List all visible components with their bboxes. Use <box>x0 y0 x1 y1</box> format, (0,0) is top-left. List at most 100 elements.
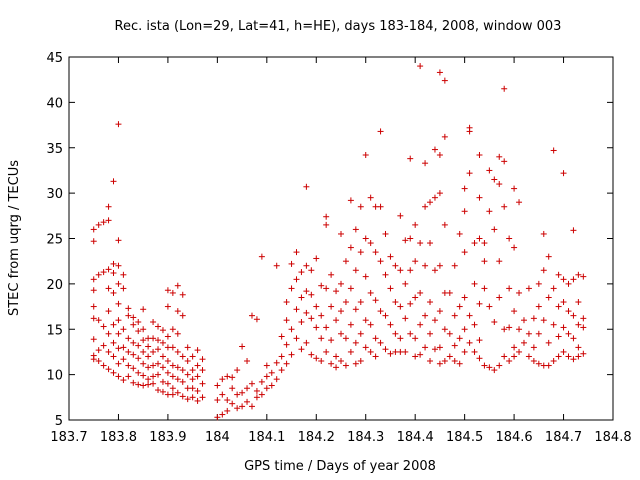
data-point <box>560 276 567 283</box>
data-point <box>115 373 122 380</box>
data-point <box>367 289 374 296</box>
data-point <box>110 353 117 360</box>
data-point <box>95 317 102 324</box>
data-point <box>293 249 300 256</box>
data-point <box>486 208 493 215</box>
data-point <box>338 280 344 287</box>
data-point <box>476 152 483 159</box>
data-point <box>471 240 478 247</box>
data-point <box>436 152 443 159</box>
y-tick-label: 5 <box>55 414 63 429</box>
data-point <box>150 348 157 355</box>
data-point <box>501 203 508 210</box>
data-point <box>357 249 364 256</box>
data-point <box>357 330 364 337</box>
data-point <box>214 397 221 404</box>
data-point <box>412 221 419 228</box>
data-point <box>110 339 117 346</box>
data-point <box>352 339 359 346</box>
data-point <box>273 262 280 269</box>
data-point <box>417 240 424 247</box>
x-tick-label: 184 <box>205 430 230 445</box>
data-point <box>412 353 419 360</box>
data-point <box>565 353 572 360</box>
x-tick-label: 183.7 <box>50 430 87 445</box>
data-point <box>520 339 527 346</box>
data-point <box>362 235 369 242</box>
data-point <box>155 387 162 394</box>
data-point <box>402 280 409 287</box>
data-point <box>466 128 473 135</box>
data-point <box>174 364 181 371</box>
data-point <box>392 299 399 306</box>
data-point <box>530 315 537 322</box>
data-point <box>174 330 181 337</box>
data-point <box>382 346 389 353</box>
y-tick-label: 20 <box>46 278 63 293</box>
chart-title: Rec. ista (Lon=29, Lat=41, h=HE), days 1… <box>115 19 562 34</box>
data-point <box>120 377 127 384</box>
data-point <box>506 235 513 242</box>
data-point <box>338 230 344 237</box>
data-point <box>318 312 325 319</box>
data-point <box>155 337 162 344</box>
data-point <box>313 355 320 362</box>
data-point <box>431 194 438 201</box>
data-point <box>580 324 587 331</box>
data-point <box>155 346 162 353</box>
data-point <box>456 230 463 237</box>
x-axis-title: GPS time / Days of year 2008 <box>244 459 436 474</box>
data-point <box>140 326 147 333</box>
data-point <box>540 230 547 237</box>
data-point <box>115 300 122 307</box>
data-point <box>244 385 251 392</box>
data-point <box>120 271 127 278</box>
data-point <box>239 389 246 396</box>
data-point <box>427 330 434 337</box>
data-point <box>100 342 107 349</box>
data-point <box>446 289 453 296</box>
data-point <box>155 323 162 330</box>
data-point <box>436 69 443 76</box>
data-point <box>417 63 424 70</box>
data-point <box>431 346 438 353</box>
data-point <box>506 324 513 331</box>
x-tick-label: 184.2 <box>298 430 335 445</box>
data-point <box>189 394 196 401</box>
data-point <box>318 335 325 342</box>
data-point <box>422 344 429 351</box>
data-point <box>476 355 483 362</box>
data-point <box>174 282 181 289</box>
data-point <box>456 335 463 342</box>
data-point <box>333 317 340 324</box>
data-point <box>278 367 285 374</box>
data-point <box>525 353 532 360</box>
data-point <box>392 330 399 337</box>
data-point <box>506 285 513 292</box>
data-point <box>258 253 265 260</box>
data-point <box>461 185 468 192</box>
data-point <box>298 318 305 325</box>
data-point <box>476 194 483 201</box>
data-point <box>303 339 310 346</box>
data-point <box>199 356 206 363</box>
data-point <box>229 374 236 381</box>
data-point <box>347 244 354 251</box>
data-point <box>155 371 162 378</box>
data-point <box>446 330 453 337</box>
data-point <box>535 280 542 287</box>
data-point <box>357 299 364 306</box>
data-point <box>100 269 107 276</box>
data-point <box>357 358 364 365</box>
data-point <box>342 362 349 369</box>
data-point <box>159 339 166 346</box>
data-point <box>135 381 142 388</box>
data-point <box>496 294 503 301</box>
data-point <box>150 362 157 369</box>
data-point <box>422 312 429 319</box>
data-point <box>130 321 137 328</box>
data-point <box>90 356 97 363</box>
data-point <box>189 367 196 374</box>
data-point <box>179 367 186 374</box>
x-tick-label: 184.4 <box>397 430 434 445</box>
